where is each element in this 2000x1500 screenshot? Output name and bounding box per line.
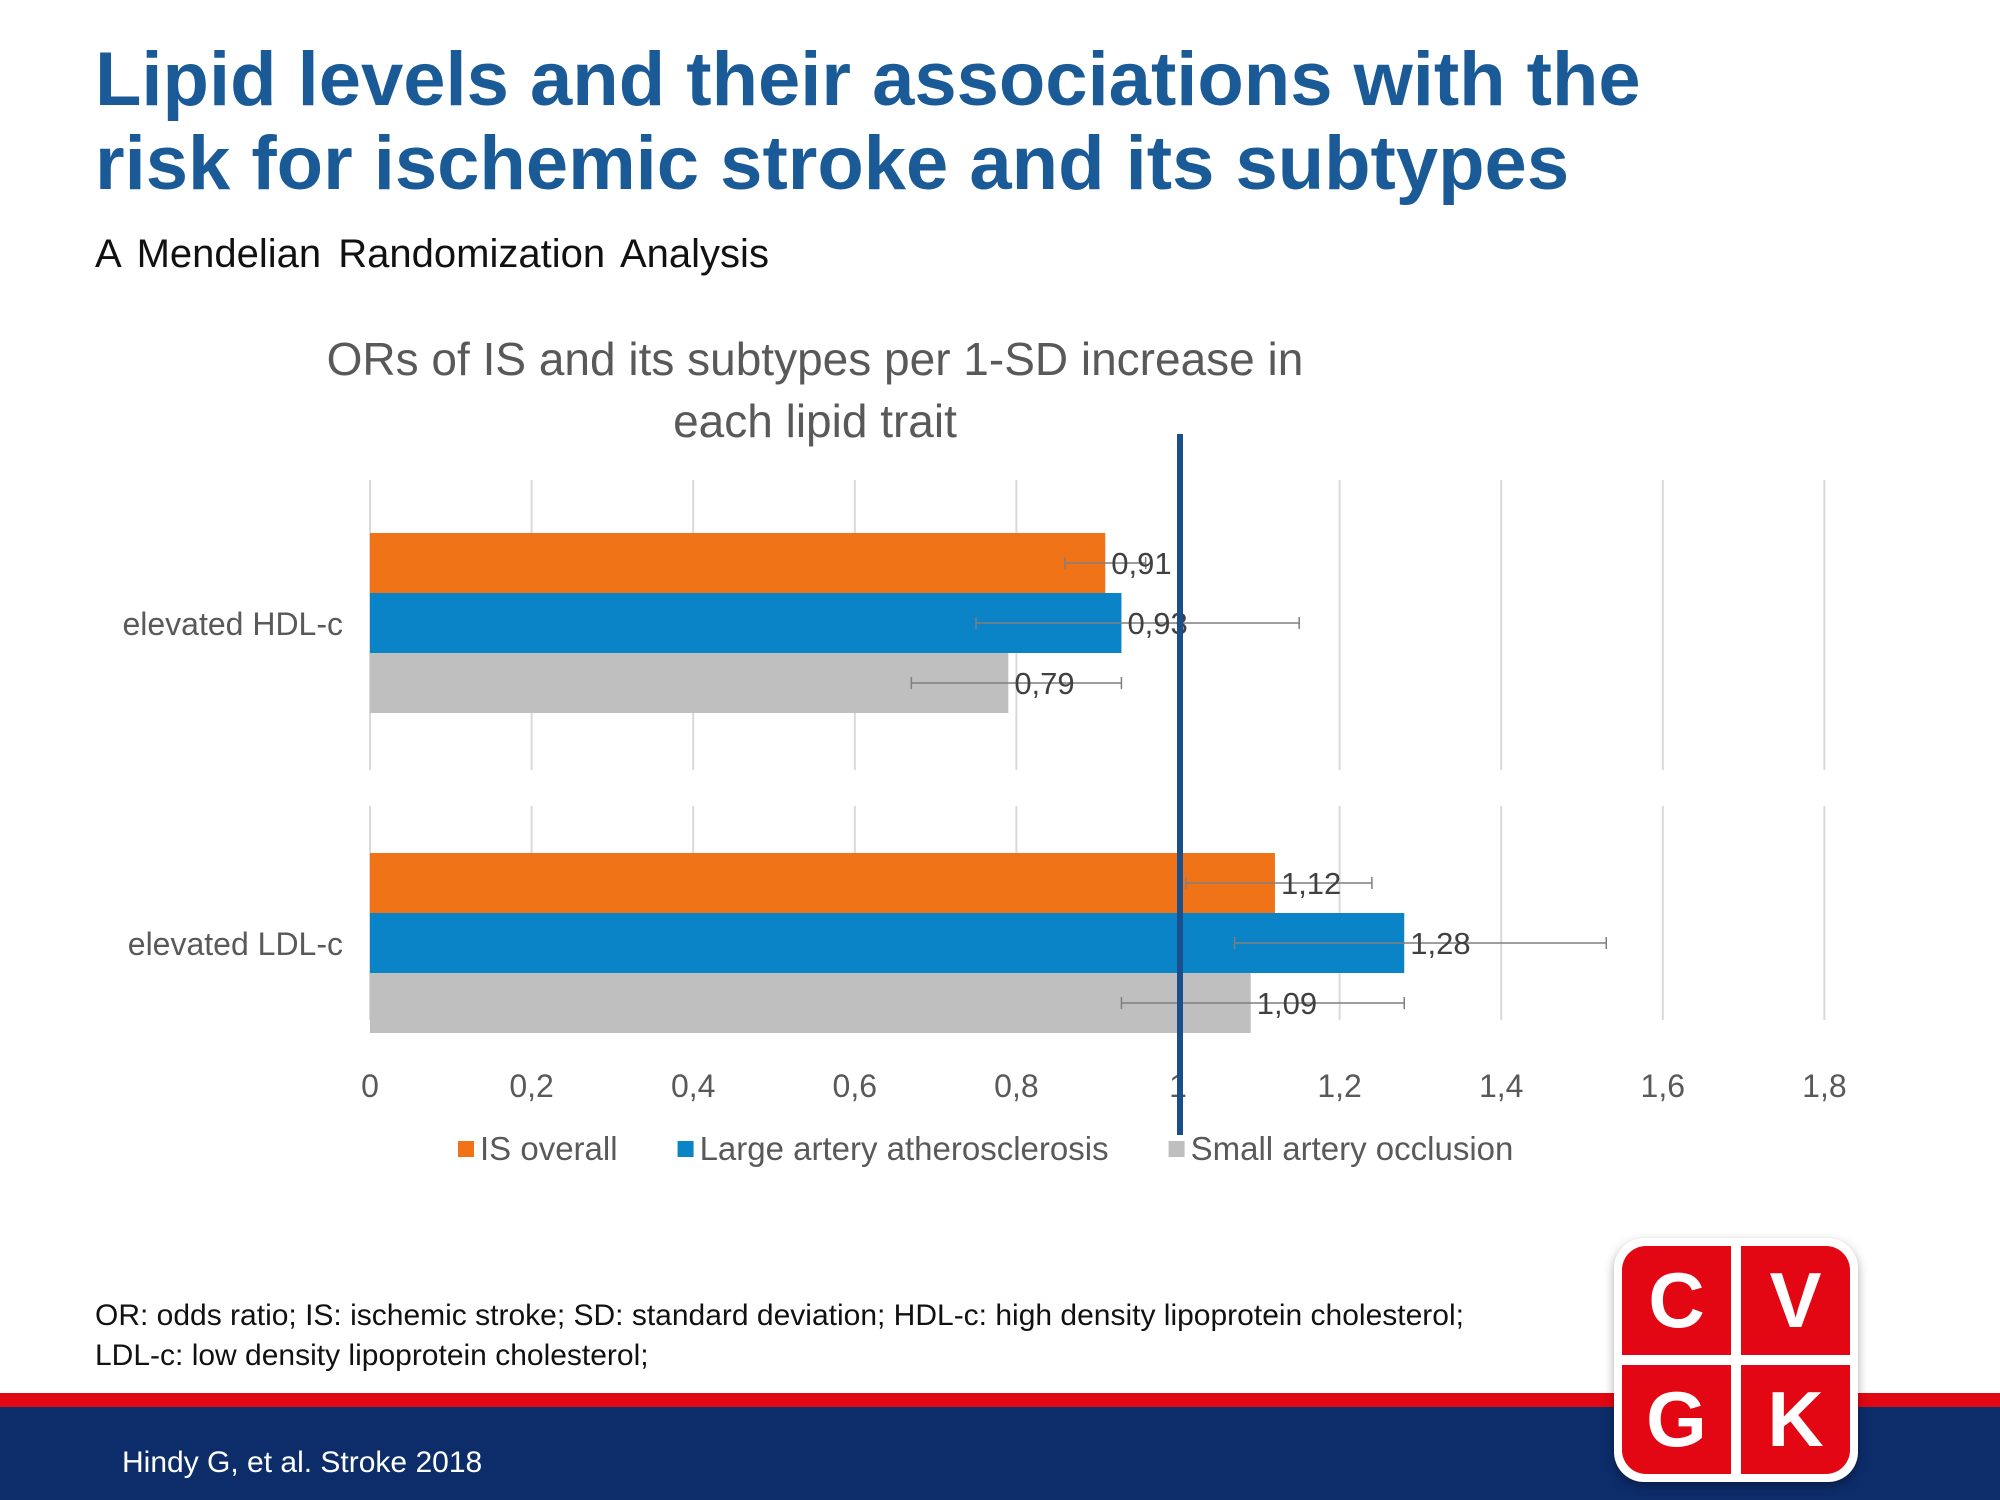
x-tick-label: 0,8 (994, 1068, 1038, 1104)
data-label: 1,09 (1257, 986, 1317, 1021)
category-label: elevated HDL-c (122, 606, 343, 642)
slide-title: Lipid levels and their associations with… (95, 38, 1895, 206)
citation: Hindy G, et al. Stroke 2018 (122, 1446, 483, 1479)
x-tick-label: 0 (361, 1068, 379, 1104)
legend-swatch (677, 1141, 694, 1157)
logo-letter-g: G (1622, 1365, 1731, 1474)
bar (370, 973, 1251, 1033)
bar (370, 913, 1405, 973)
bar (370, 533, 1106, 593)
footnote-line2: LDL-c: low density lipoprotein cholester… (95, 1339, 649, 1372)
logo-grid: C V G K (1622, 1246, 1850, 1474)
data-label: 1,12 (1281, 866, 1341, 901)
x-tick-label: 0,4 (671, 1068, 715, 1104)
chart-title-line1: ORs of IS and its subtypes per 1-SD incr… (326, 333, 1304, 385)
bar (370, 653, 1009, 713)
logo-letter-v: V (1741, 1246, 1850, 1355)
chart-title: ORs of IS and its subtypes per 1-SD incr… (220, 328, 1410, 452)
slide-title-line1: Lipid levels and their associations with… (95, 37, 1641, 122)
legend-swatch (1168, 1141, 1185, 1157)
slide-subtitle: A Mendelian Randomization Analysis (95, 232, 769, 276)
chart-title-line2: each lipid trait (673, 395, 957, 447)
x-tick-label: 1,8 (1802, 1068, 1846, 1104)
x-tick-label: 1,2 (1317, 1068, 1361, 1104)
footnote: OR: odds ratio; IS: ischemic stroke; SD:… (95, 1296, 1464, 1376)
logo-letter-c: C (1622, 1246, 1731, 1355)
data-label: 1,28 (1410, 926, 1470, 961)
bar (370, 853, 1275, 913)
legend-entry: Small artery occlusion (1191, 1130, 1514, 1167)
slide-title-line2: risk for ischemic stroke and its subtype… (95, 121, 1570, 206)
legend-swatch (458, 1141, 474, 1157)
legend-entry: Large artery atherosclerosis (700, 1130, 1109, 1167)
logo-letter-k: K (1741, 1365, 1850, 1474)
cvgk-logo: C V G K (1614, 1238, 1858, 1482)
red-stripe (0, 1393, 2000, 1407)
x-tick-label: 1,4 (1479, 1068, 1523, 1104)
x-tick-label: 0,2 (509, 1068, 553, 1104)
x-tick-label: 0,6 (833, 1068, 877, 1104)
footnote-line1: OR: odds ratio; IS: ischemic stroke; SD:… (95, 1299, 1464, 1332)
category-label: elevated LDL-c (128, 926, 343, 962)
data-label: 0,91 (1111, 546, 1171, 581)
legend-entry: IS overall (480, 1130, 618, 1167)
data-label: 0,79 (1014, 666, 1074, 701)
x-tick-label: 1,6 (1641, 1068, 1685, 1104)
